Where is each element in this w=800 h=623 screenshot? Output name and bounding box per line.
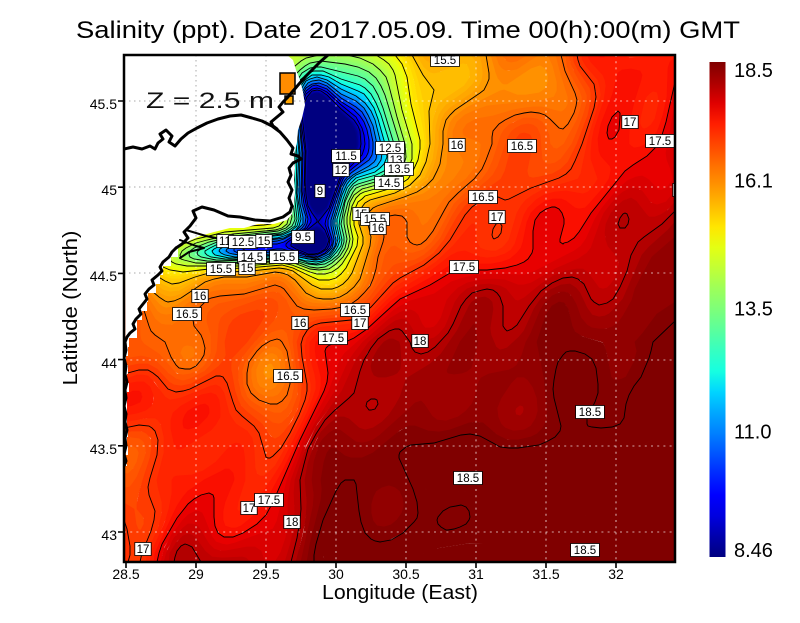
svg-text:15.5: 15.5 <box>434 55 456 67</box>
svg-text:15: 15 <box>258 236 271 248</box>
svg-text:15.5: 15.5 <box>273 252 295 264</box>
svg-text:15.5: 15.5 <box>210 264 232 276</box>
svg-text:11.5: 11.5 <box>335 151 357 163</box>
svg-text:16: 16 <box>194 291 207 303</box>
svg-text:11: 11 <box>219 236 231 248</box>
svg-text:Latitude (North): Latitude (North) <box>59 230 82 385</box>
svg-text:Z = 2.5 m: Z = 2.5 m <box>146 88 274 113</box>
svg-text:16.5: 16.5 <box>344 305 366 317</box>
svg-text:Longitude (East): Longitude (East) <box>322 582 478 604</box>
svg-text:9.5: 9.5 <box>295 232 311 244</box>
svg-text:9: 9 <box>317 186 323 198</box>
svg-text:30: 30 <box>328 566 344 582</box>
svg-text:30.5: 30.5 <box>392 566 419 582</box>
svg-text:16: 16 <box>451 140 464 152</box>
svg-text:18.5: 18.5 <box>734 60 773 82</box>
svg-text:12.5: 12.5 <box>232 237 254 249</box>
svg-text:17: 17 <box>624 117 637 129</box>
svg-text:13.5: 13.5 <box>388 164 410 176</box>
svg-text:18.5: 18.5 <box>579 407 601 419</box>
svg-text:14.5: 14.5 <box>241 252 263 264</box>
svg-text:12: 12 <box>335 165 348 177</box>
svg-text:Salinity (ppt). Date 2017.05.0: Salinity (ppt). Date 2017.05.09. Time 00… <box>76 17 740 44</box>
svg-text:17.5: 17.5 <box>453 262 475 274</box>
svg-text:18: 18 <box>286 517 299 529</box>
svg-text:18: 18 <box>414 336 427 348</box>
svg-text:17: 17 <box>491 212 504 224</box>
svg-text:32: 32 <box>608 566 624 582</box>
svg-text:16.1: 16.1 <box>734 170 773 192</box>
svg-text:17.5: 17.5 <box>649 136 671 148</box>
svg-text:18.5: 18.5 <box>574 545 596 557</box>
svg-text:44: 44 <box>101 355 117 371</box>
svg-text:12.5: 12.5 <box>379 143 401 155</box>
svg-text:17: 17 <box>243 503 256 515</box>
svg-text:13.5: 13.5 <box>734 299 773 321</box>
svg-text:16.5: 16.5 <box>472 192 494 204</box>
svg-text:16: 16 <box>372 223 385 235</box>
svg-text:45.5: 45.5 <box>90 96 117 112</box>
svg-text:43.5: 43.5 <box>90 441 117 457</box>
svg-text:16.5: 16.5 <box>176 309 198 321</box>
svg-text:28.5: 28.5 <box>112 566 139 582</box>
svg-text:16: 16 <box>294 318 307 330</box>
svg-text:44.5: 44.5 <box>90 268 117 284</box>
svg-text:16.5: 16.5 <box>511 141 533 153</box>
svg-text:17: 17 <box>137 544 150 556</box>
svg-text:18.5: 18.5 <box>457 473 479 485</box>
svg-text:17.5: 17.5 <box>258 495 280 507</box>
svg-text:8.46: 8.46 <box>734 540 773 562</box>
svg-text:17: 17 <box>354 318 367 330</box>
svg-text:11.0: 11.0 <box>734 422 771 444</box>
svg-text:15: 15 <box>241 263 254 275</box>
svg-text:31.5: 31.5 <box>532 566 559 582</box>
svg-text:29: 29 <box>188 566 204 582</box>
svg-text:31: 31 <box>468 566 484 582</box>
svg-text:43: 43 <box>101 527 117 543</box>
svg-text:29.5: 29.5 <box>252 566 279 582</box>
svg-text:16.5: 16.5 <box>277 371 299 383</box>
svg-text:17.5: 17.5 <box>322 333 344 345</box>
svg-text:14.5: 14.5 <box>378 178 400 190</box>
svg-text:45: 45 <box>101 182 117 198</box>
